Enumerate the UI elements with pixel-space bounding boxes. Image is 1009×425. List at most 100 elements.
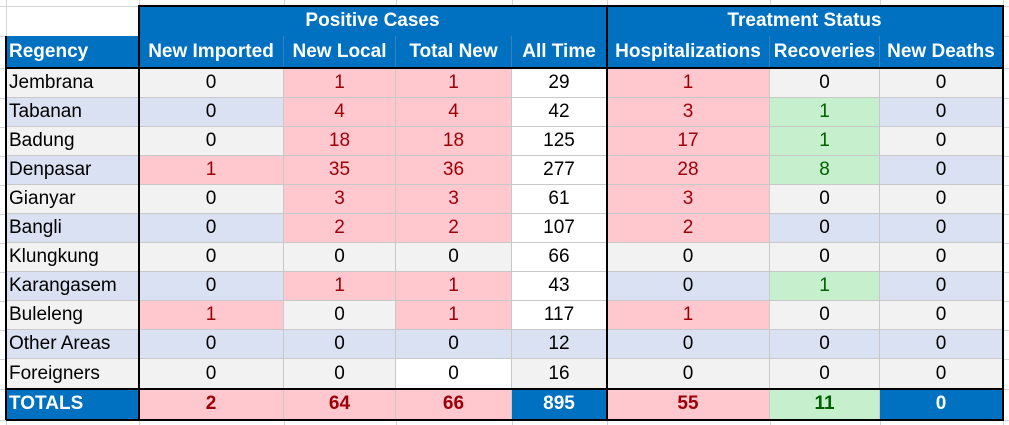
table-cell[interactable]: 0 — [770, 185, 880, 214]
table-cell[interactable]: 1 — [770, 98, 880, 127]
table-cell[interactable]: 0 — [880, 243, 1003, 272]
table-cell[interactable]: 0 — [139, 185, 284, 214]
table-cell[interactable]: 36 — [396, 156, 512, 185]
table-cell[interactable]: 0 — [880, 359, 1003, 389]
table-cell[interactable]: 0 — [607, 330, 770, 359]
table-cell[interactable]: 28 — [607, 156, 770, 185]
column-header-total-new[interactable]: Total New — [396, 36, 512, 68]
totals-label[interactable]: TOTALS — [6, 389, 139, 420]
totals-cell[interactable]: 2 — [139, 389, 284, 420]
table-cell[interactable]: 0 — [139, 98, 284, 127]
table-cell[interactable]: 0 — [770, 301, 880, 330]
table-cell[interactable]: 277 — [512, 156, 607, 185]
totals-cell[interactable]: 895 — [512, 389, 607, 420]
table-cell[interactable]: 0 — [284, 330, 396, 359]
table-cell[interactable]: 0 — [284, 243, 396, 272]
table-cell[interactable]: 17 — [607, 127, 770, 156]
regency-name-gianyar[interactable]: Gianyar — [6, 185, 139, 214]
table-cell[interactable]: 1 — [396, 301, 512, 330]
regency-name-other-areas[interactable]: Other Areas — [6, 330, 139, 359]
table-cell[interactable]: 61 — [512, 185, 607, 214]
regency-name-buleleng[interactable]: Buleleng — [6, 301, 139, 330]
table-cell[interactable]: 0 — [770, 68, 880, 98]
regency-name-tabanan[interactable]: Tabanan — [6, 98, 139, 127]
table-cell[interactable]: 0 — [770, 330, 880, 359]
column-header-hospitalizations[interactable]: Hospitalizations — [607, 36, 770, 68]
table-cell[interactable]: 0 — [880, 301, 1003, 330]
table-cell[interactable]: 0 — [396, 243, 512, 272]
table-cell[interactable]: 1 — [396, 68, 512, 98]
totals-cell[interactable]: 66 — [396, 389, 512, 420]
table-cell[interactable]: 3 — [284, 185, 396, 214]
regency-name-jembrana[interactable]: Jembrana — [6, 68, 139, 98]
table-cell[interactable]: 4 — [284, 98, 396, 127]
table-cell[interactable]: 3 — [607, 185, 770, 214]
table-cell[interactable]: 0 — [770, 214, 880, 243]
table-cell[interactable]: 0 — [139, 359, 284, 389]
table-cell[interactable]: 0 — [770, 243, 880, 272]
table-cell[interactable]: 0 — [880, 98, 1003, 127]
table-cell[interactable]: 2 — [284, 214, 396, 243]
column-header-new-imported[interactable]: New Imported — [139, 36, 284, 68]
band-empty-cell[interactable] — [6, 6, 139, 36]
table-cell[interactable]: 1 — [607, 68, 770, 98]
table-cell[interactable]: 1 — [139, 156, 284, 185]
column-header-regency[interactable]: Regency — [6, 36, 139, 68]
table-cell[interactable]: 4 — [396, 98, 512, 127]
totals-cell[interactable]: 64 — [284, 389, 396, 420]
table-cell[interactable]: 1 — [770, 272, 880, 301]
column-header-all-time[interactable]: All Time — [512, 36, 607, 68]
group-header-positive-cases[interactable]: Positive Cases — [139, 6, 607, 36]
table-cell[interactable]: 0 — [880, 214, 1003, 243]
table-cell[interactable]: 0 — [139, 243, 284, 272]
table-cell[interactable]: 0 — [607, 359, 770, 389]
column-header-new-local[interactable]: New Local — [284, 36, 396, 68]
table-cell[interactable]: 3 — [396, 185, 512, 214]
table-cell[interactable]: 2 — [607, 214, 770, 243]
group-header-treatment-status[interactable]: Treatment Status — [607, 6, 1003, 36]
table-cell[interactable]: 18 — [396, 127, 512, 156]
table-cell[interactable]: 16 — [512, 359, 607, 389]
table-cell[interactable]: 66 — [512, 243, 607, 272]
totals-cell[interactable]: 55 — [607, 389, 770, 420]
table-cell[interactable]: 0 — [880, 330, 1003, 359]
table-cell[interactable]: 0 — [607, 272, 770, 301]
table-cell[interactable]: 0 — [880, 185, 1003, 214]
column-header-new-deaths[interactable]: New Deaths — [880, 36, 1003, 68]
table-cell[interactable]: 0 — [396, 330, 512, 359]
table-cell[interactable]: 0 — [880, 127, 1003, 156]
table-cell[interactable]: 0 — [139, 127, 284, 156]
regency-name-bangli[interactable]: Bangli — [6, 214, 139, 243]
table-cell[interactable]: 29 — [512, 68, 607, 98]
table-cell[interactable]: 8 — [770, 156, 880, 185]
table-cell[interactable]: 0 — [880, 272, 1003, 301]
table-cell[interactable]: 2 — [396, 214, 512, 243]
table-cell[interactable]: 1 — [770, 127, 880, 156]
totals-cell[interactable]: 11 — [770, 389, 880, 420]
table-cell[interactable]: 42 — [512, 98, 607, 127]
table-cell[interactable]: 107 — [512, 214, 607, 243]
table-cell[interactable]: 0 — [139, 214, 284, 243]
table-cell[interactable]: 3 — [607, 98, 770, 127]
totals-cell[interactable]: 0 — [880, 389, 1003, 420]
table-cell[interactable]: 0 — [880, 156, 1003, 185]
table-cell[interactable]: 0 — [139, 68, 284, 98]
table-cell[interactable]: 0 — [880, 68, 1003, 98]
table-cell[interactable]: 0 — [139, 272, 284, 301]
column-header-recoveries[interactable]: Recoveries — [770, 36, 880, 68]
regency-name-badung[interactable]: Badung — [6, 127, 139, 156]
table-cell[interactable]: 0 — [396, 359, 512, 389]
table-cell[interactable]: 125 — [512, 127, 607, 156]
table-cell[interactable]: 43 — [512, 272, 607, 301]
table-cell[interactable]: 0 — [284, 359, 396, 389]
regency-name-denpasar[interactable]: Denpasar — [6, 156, 139, 185]
table-cell[interactable]: 0 — [770, 359, 880, 389]
table-cell[interactable]: 1 — [607, 301, 770, 330]
regency-name-klungkung[interactable]: Klungkung — [6, 243, 139, 272]
regency-name-foreigners[interactable]: Foreigners — [6, 359, 139, 389]
table-cell[interactable]: 0 — [284, 301, 396, 330]
regency-name-karangasem[interactable]: Karangasem — [6, 272, 139, 301]
table-cell[interactable]: 35 — [284, 156, 396, 185]
table-cell[interactable]: 0 — [139, 330, 284, 359]
table-cell[interactable]: 12 — [512, 330, 607, 359]
